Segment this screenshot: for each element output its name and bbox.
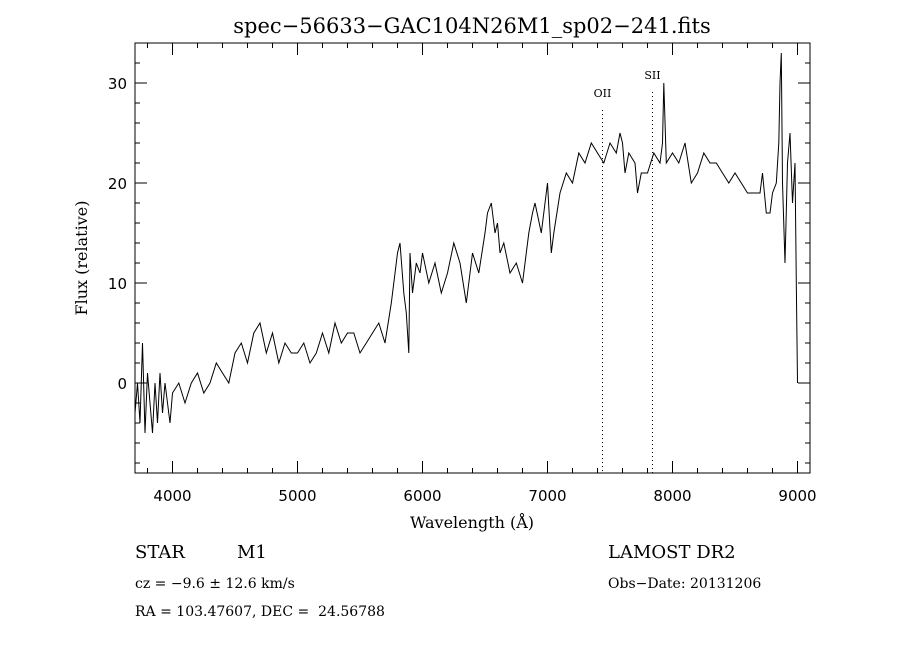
emission-line-markers: OII SII bbox=[594, 69, 661, 473]
x-tick-label: 8000 bbox=[653, 487, 691, 505]
coordinates: RA = 103.47607, DEC = 24.56788 bbox=[135, 604, 385, 620]
object-subclass: M1 bbox=[237, 542, 267, 563]
chart-title: spec−56633−GAC104N26M1_sp02−241.fits bbox=[233, 14, 710, 38]
observation-date: Obs−Date: 20131206 bbox=[608, 576, 762, 592]
object-class: STAR bbox=[135, 542, 185, 563]
survey-name: LAMOST DR2 bbox=[608, 542, 736, 563]
x-axis-label: Wavelength (Å) bbox=[410, 512, 534, 532]
spectrum-line bbox=[134, 52, 798, 434]
axis-ticks: 4000 5000 6000 7000 8000 9000 0 10 20 30 bbox=[108, 42, 817, 505]
y-tick-label: 30 bbox=[108, 75, 127, 93]
y-tick-label: 10 bbox=[108, 275, 127, 293]
y-axis-label: Flux (relative) bbox=[72, 201, 91, 316]
x-tick-label: 5000 bbox=[278, 487, 316, 505]
x-tick-label: 4000 bbox=[153, 487, 191, 505]
emission-line-label: SII bbox=[644, 69, 660, 82]
y-tick-label: 20 bbox=[108, 175, 127, 193]
redshift-value: cz = −9.6 ± 12.6 km/s bbox=[135, 576, 295, 592]
x-tick-label: 6000 bbox=[403, 487, 441, 505]
spectrum-series bbox=[134, 52, 798, 434]
y-tick-label: 0 bbox=[117, 375, 127, 393]
x-tick-label: 7000 bbox=[528, 487, 566, 505]
x-tick-label: 9000 bbox=[778, 487, 816, 505]
emission-line-label: OII bbox=[594, 87, 612, 100]
plot-frame bbox=[134, 42, 811, 474]
